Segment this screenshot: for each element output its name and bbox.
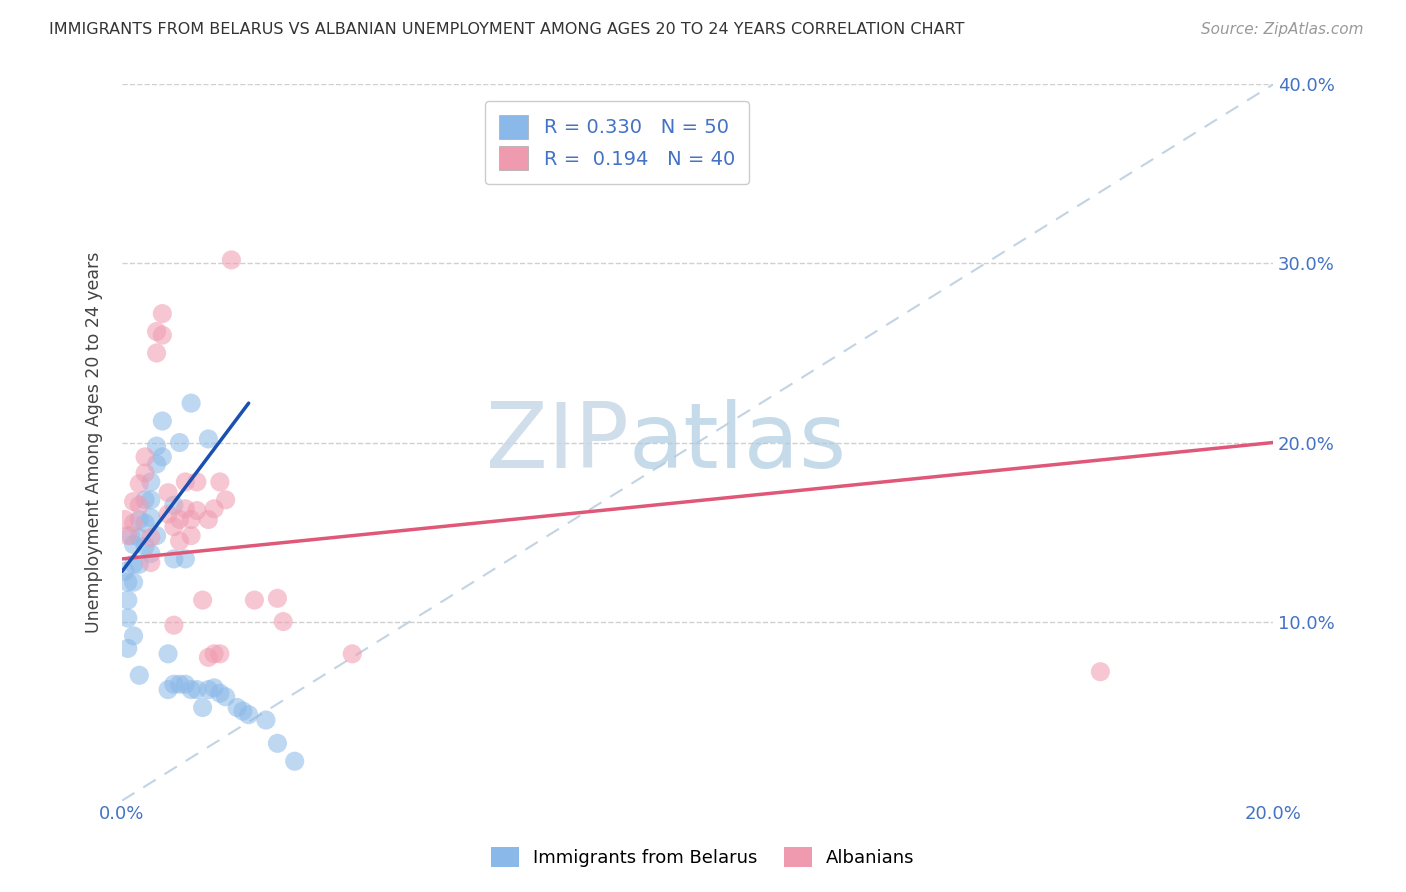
Point xyxy=(238,707,260,722)
Point xyxy=(163,552,186,566)
Point xyxy=(117,593,139,607)
Legend: Immigrants from Belarus, Albanians: Immigrants from Belarus, Albanians xyxy=(484,839,922,874)
Point xyxy=(186,475,208,489)
Point xyxy=(128,498,150,512)
Point xyxy=(134,516,156,530)
Point xyxy=(139,547,162,561)
Point xyxy=(163,677,186,691)
Point xyxy=(145,528,167,542)
Point xyxy=(139,556,162,570)
Point xyxy=(191,593,214,607)
Point xyxy=(169,435,191,450)
Point xyxy=(163,519,186,533)
Point xyxy=(208,647,231,661)
Point xyxy=(117,575,139,590)
Point xyxy=(128,668,150,682)
Point xyxy=(180,682,202,697)
Point xyxy=(180,528,202,542)
Point xyxy=(169,677,191,691)
Point xyxy=(128,558,150,572)
Legend: R = 0.330   N = 50, R =  0.194   N = 40: R = 0.330 N = 50, R = 0.194 N = 40 xyxy=(485,102,748,184)
Point xyxy=(120,528,142,542)
Point xyxy=(122,575,145,590)
Point xyxy=(169,534,191,549)
Point xyxy=(174,677,197,691)
Text: Source: ZipAtlas.com: Source: ZipAtlas.com xyxy=(1201,22,1364,37)
Text: ZIP: ZIP xyxy=(485,399,628,486)
Point xyxy=(163,618,186,632)
Point xyxy=(117,611,139,625)
Y-axis label: Unemployment Among Ages 20 to 24 years: Unemployment Among Ages 20 to 24 years xyxy=(86,252,103,633)
Point xyxy=(117,641,139,656)
Point xyxy=(122,516,145,530)
Point xyxy=(202,647,225,661)
Point xyxy=(254,713,277,727)
Point xyxy=(134,466,156,480)
Point xyxy=(128,476,150,491)
Point xyxy=(214,492,236,507)
Point xyxy=(186,503,208,517)
Point xyxy=(180,512,202,526)
Point xyxy=(122,538,145,552)
Point xyxy=(145,457,167,471)
Point xyxy=(145,439,167,453)
Point xyxy=(232,704,254,718)
Point xyxy=(186,682,208,697)
Point xyxy=(150,307,173,321)
Point xyxy=(197,432,219,446)
Text: IMMIGRANTS FROM BELARUS VS ALBANIAN UNEMPLOYMENT AMONG AGES 20 TO 24 YEARS CORRE: IMMIGRANTS FROM BELARUS VS ALBANIAN UNEM… xyxy=(49,22,965,37)
Point xyxy=(197,512,219,526)
Point xyxy=(163,498,186,512)
Point xyxy=(208,686,231,700)
Text: atlas: atlas xyxy=(628,399,846,486)
Point xyxy=(145,325,167,339)
Point xyxy=(150,414,173,428)
Point xyxy=(180,396,202,410)
Point xyxy=(139,510,162,524)
Point xyxy=(174,475,197,489)
Point xyxy=(128,512,150,526)
Point xyxy=(122,494,145,508)
Point xyxy=(157,682,180,697)
Point xyxy=(202,681,225,695)
Point xyxy=(226,700,249,714)
Point xyxy=(202,501,225,516)
Point xyxy=(271,615,294,629)
Point xyxy=(284,754,307,768)
Point xyxy=(266,736,288,750)
Point xyxy=(150,328,173,343)
Point xyxy=(122,558,145,572)
Point xyxy=(197,650,219,665)
Point xyxy=(169,512,191,526)
Point xyxy=(174,552,197,566)
Point xyxy=(266,591,288,606)
Point xyxy=(221,252,243,267)
Point xyxy=(134,492,156,507)
Point xyxy=(342,647,364,661)
Point xyxy=(243,593,266,607)
Point xyxy=(191,700,214,714)
Point xyxy=(214,690,236,704)
Point xyxy=(139,530,162,544)
Point xyxy=(157,485,180,500)
Point xyxy=(174,501,197,516)
Point xyxy=(122,629,145,643)
Point xyxy=(134,540,156,554)
Point xyxy=(1090,665,1112,679)
Point xyxy=(150,450,173,464)
Point xyxy=(157,647,180,661)
Point xyxy=(117,528,139,542)
Point xyxy=(134,450,156,464)
Point xyxy=(139,475,162,489)
Point xyxy=(145,346,167,360)
Point xyxy=(114,565,136,579)
Point xyxy=(208,475,231,489)
Point xyxy=(128,530,150,544)
Point xyxy=(114,512,136,526)
Point xyxy=(139,492,162,507)
Point xyxy=(157,507,180,521)
Point xyxy=(197,682,219,697)
